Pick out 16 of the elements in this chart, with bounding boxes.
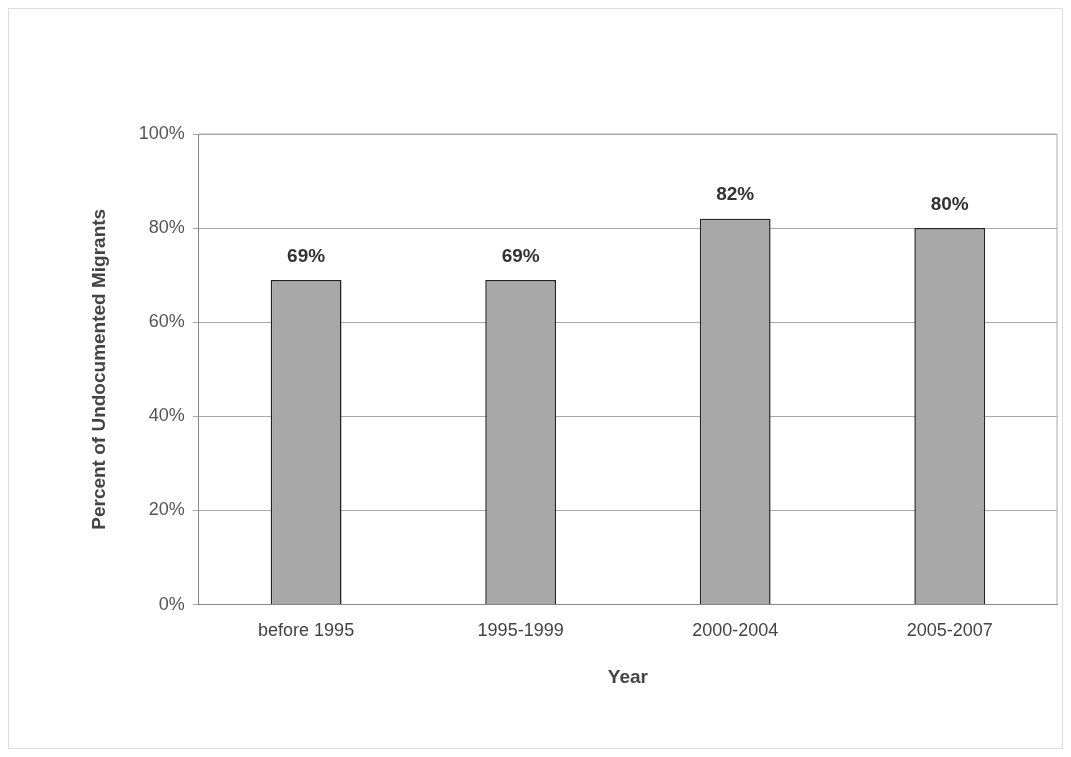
y-tick-label: 40% — [148, 405, 185, 426]
y-tick-label: 20% — [148, 499, 185, 520]
x-axis-title: Year — [607, 665, 649, 687]
y-tick-label: 80% — [148, 217, 185, 238]
y-tick-label: 60% — [148, 311, 185, 332]
y-axis-title: Percent of Undocumented Migrants — [87, 208, 109, 530]
data-label: 80% — [930, 192, 969, 214]
x-tick-label: before 1995 — [258, 620, 355, 641]
x-tick-label: 2005-2007 — [906, 620, 993, 641]
y-tick-label: 0% — [158, 593, 185, 614]
data-label: 69% — [287, 244, 326, 266]
data-label: 69% — [501, 244, 540, 266]
x-tick-label: 2000-2004 — [692, 620, 779, 641]
data-label: 82% — [716, 183, 755, 205]
x-tick-label: 1995-1999 — [477, 620, 564, 641]
y-tick-label: 100% — [138, 122, 185, 143]
